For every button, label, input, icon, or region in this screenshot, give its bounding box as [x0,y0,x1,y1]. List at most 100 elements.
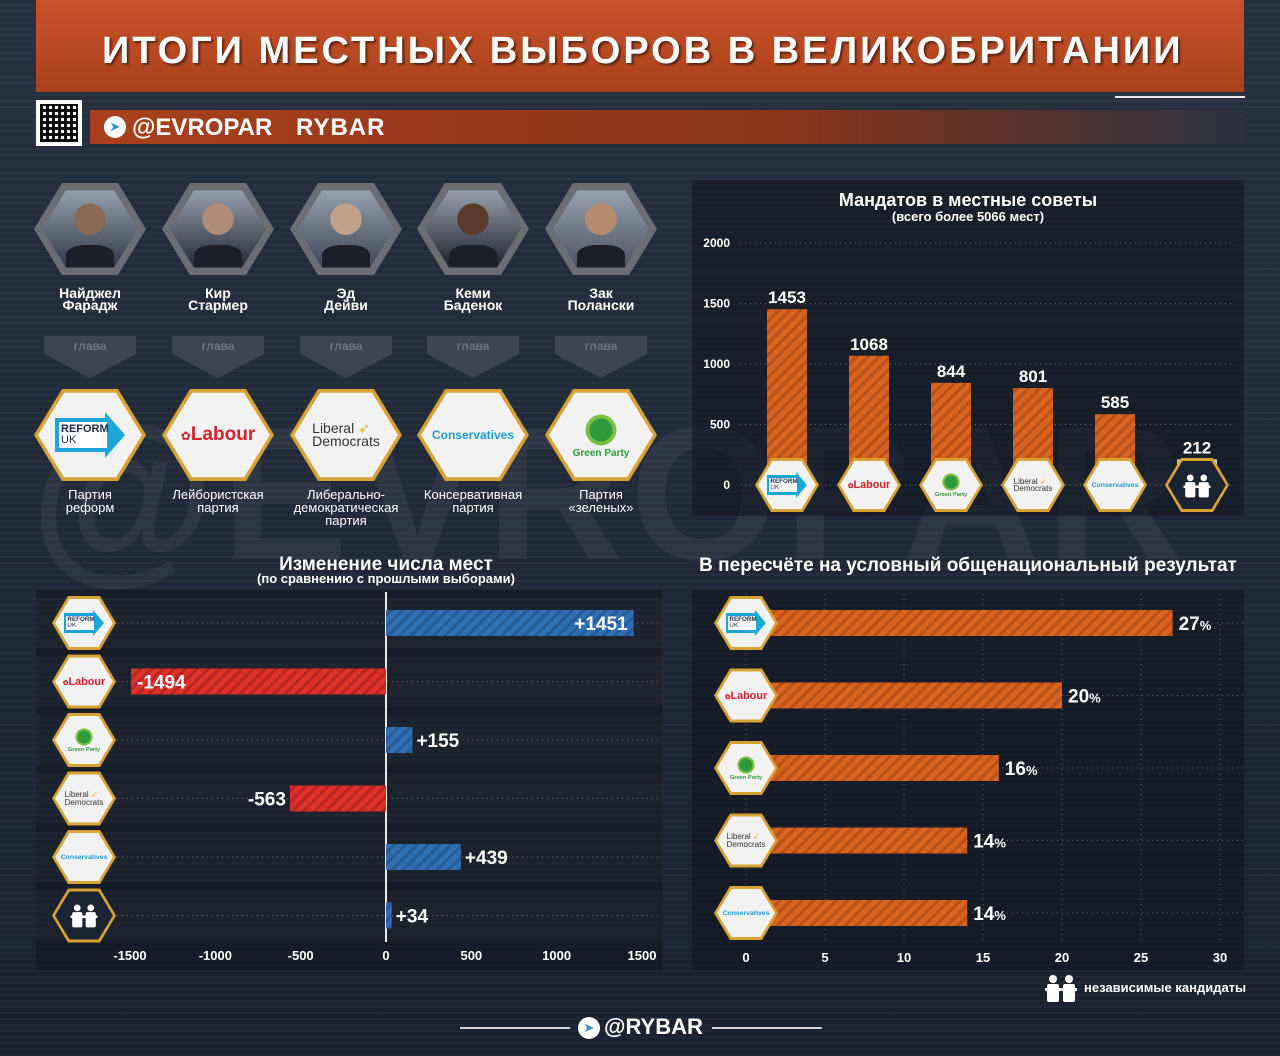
legend-independents: независимые кандидаты [1084,980,1247,995]
conservatives-logo-badge: Conservatives [52,830,116,884]
libdem-logo-badge: Liberal ➶Democrats [714,813,778,868]
change-chart-title: Изменение числа мест [279,554,493,575]
seats-bar [767,309,807,485]
share-value-label: 14% [973,832,1006,853]
y-tick-label: 0 [723,478,730,492]
green-logo-badge: Green Party [714,741,778,795]
share-chart-title: В пересчёте на условный общенациональный… [699,555,1237,576]
party-name: партия [197,500,239,515]
conservatives-logo: Conservatives [431,428,515,442]
reform-uk-logo: REFORM UK [726,609,766,636]
change-bar-chart: -1500 -1000 -500 0 500 1000 1500 +1451 REFORMUK… [36,592,662,963]
change-value-label: +34 [396,907,429,928]
change-value-label: -563 [248,790,286,811]
x-tick-label: 30 [1213,950,1227,965]
leader-name: Стармер [188,297,248,313]
party-name: партия [325,513,367,528]
header-divider [1115,96,1245,98]
labour-logo: ✿Labour [62,675,106,688]
down-arrow-icon: глава [44,336,136,378]
green-logo-badge: Green Party [52,713,116,767]
labour-logo: ✿Labour [180,424,256,445]
reform-uk-logo: REFORM UK [64,609,104,636]
leader-name: Полански [567,297,635,313]
conservatives-logo-badge: Conservatives [1083,458,1147,512]
conservatives-logo: Conservatives [722,909,770,917]
party-name: реформ [65,500,115,515]
x-tick-label: -1000 [199,948,232,963]
leader-name: Баденок [443,297,503,313]
change-bar [386,902,392,929]
seats-chart-title: Мандатов в местные советы [838,190,1098,210]
seats-value-label: 844 [937,362,966,381]
y-tick-label: 2000 [703,236,730,250]
page-title: ИТОГИ МЕСТНЫХ ВЫБОРОВ В ВЕЛИКОБРИТАНИИ [102,30,1184,72]
leader-photo [425,190,521,268]
labour-logo: ✿Labour [724,689,768,702]
libdem-logo: Liberal ➶ Democrats [312,420,380,449]
share-value-label: 20% [1068,687,1101,708]
brand-bar [90,110,1244,144]
x-tick-label: 1000 [542,948,571,963]
leader-photo [170,190,266,268]
footer-brand[interactable]: @RYBAR [604,1014,703,1039]
arrow-label: глава [585,339,618,353]
share-bar [766,755,999,781]
independents-icon [1045,975,1077,1002]
row-band [36,890,662,941]
leader-name: Кир [205,285,231,301]
row-band [36,832,662,883]
down-arrow-icon: глава [427,336,519,378]
green-party-logo: Green Party [935,471,967,498]
qr-code[interactable] [36,100,82,146]
change-value-label: -1494 [137,673,186,694]
leader-portrait [545,182,657,276]
green-party-logo: Green Party [730,754,762,781]
libdem-logo-badge: Liberal ➶Democrats [1001,458,1065,512]
party-name: Консервативная [423,487,523,502]
y-tick-label: 1000 [703,357,730,371]
seats-value-label: 212 [1183,438,1211,457]
conservatives-logo-badge: Conservatives [714,886,778,940]
party-name: партия [452,500,494,515]
labour-logo-badge: ✿Labour [714,668,778,723]
party-name: Партия [579,487,623,502]
leader-name: Дейви [324,297,368,313]
conservatives-logo: Conservatives [1091,481,1139,489]
libdem-logo: Liberal ➶ Democrats [726,832,766,849]
x-tick-label: 1500 [628,948,657,963]
independents-logo-badge [52,888,116,943]
green-logo-badge: Green Party [919,458,983,512]
x-tick-label: 0 [382,948,389,963]
leader-name: Фарадж [62,297,118,313]
share-bar [766,827,968,854]
x-tick-label: 20 [1055,950,1069,965]
green-party-logo: Green Party [68,726,100,753]
leader-name: Кеми [455,285,491,301]
leader-name: Зак [589,285,613,301]
party-name: Партия [68,487,112,502]
share-value-label: 14% [973,904,1006,925]
x-tick-label: 15 [976,950,990,965]
channel-handle[interactable]: @EVROPAR [132,114,273,141]
footer-line-right [712,1027,822,1029]
arrow-label: глава [74,339,107,353]
share-value-label: 27% [1179,614,1212,635]
down-arrow-icon: глава [555,336,647,378]
share-bar [766,900,968,926]
arrow-label: глава [202,339,235,353]
independents-logo-badge [1165,458,1229,512]
x-tick-label: 0 [742,950,749,965]
green-party-logo: Green Party [573,411,629,459]
footer-line-left [460,1027,570,1029]
libdem-logo: Liberal ➶ Democrats [64,790,104,807]
leader-name: Найджел [59,285,121,301]
reform-uk-logo: REFORM UK [767,471,807,498]
leader-name: Эд [336,285,356,301]
arrow-label: глава [330,339,363,353]
